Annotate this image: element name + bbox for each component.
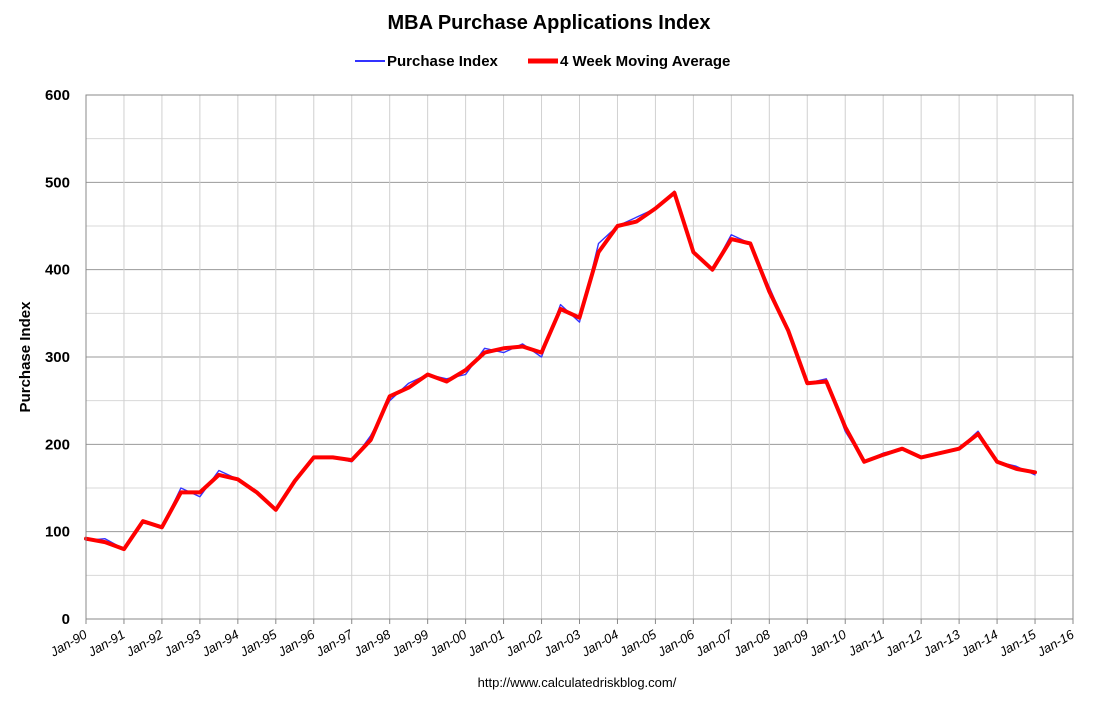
y-axis-label: Purchase Index <box>17 301 34 413</box>
legend-label-4-week-moving-average: 4 Week Moving Average <box>560 53 730 70</box>
y-tick-label: 200 <box>45 436 70 453</box>
chart-title: MBA Purchase Applications Index <box>387 12 710 34</box>
legend: Purchase Index 4 Week Moving Average <box>355 53 730 70</box>
series-line-4-week-moving-average <box>84 190 1037 552</box>
legend-label-purchase-index: Purchase Index <box>387 53 499 70</box>
y-tick-label: 0 <box>62 611 70 628</box>
y-tick-label: 100 <box>45 524 70 541</box>
y-tick-label: 400 <box>45 262 70 279</box>
y-tick-label: 300 <box>45 349 70 366</box>
series-lines <box>84 190 1037 552</box>
y-tick-label: 600 <box>45 87 70 104</box>
y-axis-ticks: 0 100 200 300 400 500 600 <box>45 87 70 628</box>
plot-area-border <box>85 94 1074 620</box>
y-tick-label: 500 <box>45 174 70 191</box>
source-note: http://www.calculatedriskblog.com/ <box>478 675 677 690</box>
